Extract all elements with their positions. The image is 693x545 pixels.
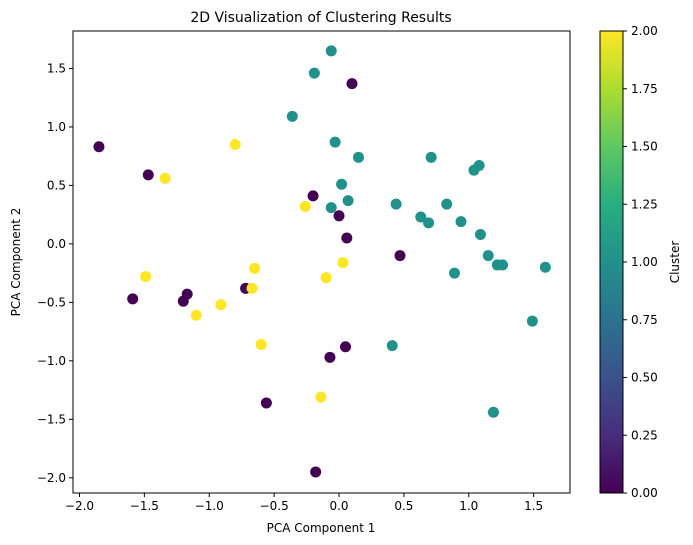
y-axis-label: PCA Component 2 [9,208,23,317]
data-point-cluster-1 [386,340,398,352]
x-tick-label: −1.5 [130,499,159,513]
y-tick-label: 0.0 [47,237,66,251]
colorbar-tick-label: 0.50 [631,371,658,385]
data-point-cluster-1 [390,198,402,210]
data-point-cluster-0 [394,250,406,262]
data-point-cluster-1 [449,267,461,279]
data-point-cluster-1 [286,110,298,122]
x-tick-label: 1.5 [524,499,543,513]
y-tick-label: −1.5 [37,412,66,426]
data-point-cluster-1 [441,198,453,210]
data-points [93,45,551,478]
data-point-cluster-0 [310,466,322,478]
data-point-cluster-1 [308,67,320,79]
data-point-cluster-1 [329,136,341,148]
data-point-cluster-2 [337,257,349,269]
colorbar-tick-label: 0.25 [631,428,658,442]
data-point-cluster-1 [342,195,354,207]
data-point-cluster-0 [341,232,353,244]
x-axis-ticks: −2.0 −1.5 −1.0 −0.5 0.0 0.5 1.0 1.5 [65,493,543,513]
colorbar-tick-label: 1.25 [631,197,658,211]
data-point-cluster-1 [497,259,509,271]
data-point-cluster-0 [127,293,139,305]
data-point-cluster-1 [423,217,435,229]
data-point-cluster-1 [487,406,499,418]
y-axis-ticks: −2.0 −1.5 −1.0 −0.5 0.0 0.5 1.0 1.5 [37,61,73,485]
data-point-cluster-1 [352,151,364,163]
x-tick-label: −0.5 [260,499,289,513]
data-point-cluster-1 [482,250,494,262]
data-point-cluster-1 [325,45,337,57]
data-point-cluster-2 [140,271,152,283]
y-tick-label: −0.5 [37,295,66,309]
colorbar [599,30,624,494]
data-point-cluster-2 [320,272,332,284]
data-point-cluster-2 [159,172,171,184]
data-point-cluster-1 [336,178,348,190]
colorbar-tick-label: 1.75 [631,82,658,96]
data-point-cluster-0 [93,141,105,153]
y-tick-label: 1.5 [47,61,66,75]
data-point-cluster-0 [340,341,352,353]
chart-title: 2D Visualization of Clustering Results [190,10,451,26]
y-tick-label: −2.0 [37,471,66,485]
data-point-cluster-1 [526,315,538,327]
data-point-cluster-2 [255,338,267,350]
data-point-cluster-2 [299,200,311,212]
data-point-cluster-2 [246,282,258,294]
x-tick-label: −1.0 [195,499,224,513]
data-point-cluster-2 [229,138,241,150]
data-point-cluster-0 [142,169,154,181]
colorbar-tick-label: 1.00 [631,255,658,269]
x-tick-label: −2.0 [65,499,94,513]
data-point-cluster-0 [181,288,193,300]
data-point-cluster-0 [307,190,319,202]
data-point-cluster-0 [260,397,272,409]
data-point-cluster-0 [346,78,358,90]
x-tick-label: 0.5 [394,499,413,513]
data-point-cluster-2 [215,299,227,311]
data-point-cluster-1 [425,151,437,163]
data-point-cluster-1 [415,211,427,223]
y-tick-label: −1.0 [37,354,66,368]
data-point-cluster-1 [325,202,337,214]
data-point-cluster-1 [539,261,551,273]
data-point-cluster-1 [474,229,486,241]
colorbar-tick-label: 2.00 [631,24,658,38]
data-point-cluster-2 [315,391,327,403]
plot-area [72,30,571,494]
data-point-cluster-1 [473,160,485,172]
x-tick-label: 0.0 [329,499,348,513]
colorbar-ticks: 0.00 0.25 0.50 0.75 1.00 1.25 1.50 1.75 2.00 [623,24,658,500]
data-point-cluster-2 [249,262,261,274]
data-point-cluster-0 [324,351,336,363]
x-axis-label: PCA Component 1 [267,521,376,535]
colorbar-label: Cluster [668,241,682,284]
data-point-cluster-0 [333,210,345,222]
colorbar-tick-label: 0.00 [631,486,658,500]
x-tick-label: 1.0 [459,499,478,513]
colorbar-tick-label: 1.50 [631,140,658,154]
y-tick-label: 1.0 [47,120,66,134]
colorbar-tick-label: 0.75 [631,313,658,327]
y-tick-label: 0.5 [47,178,66,192]
data-point-cluster-2 [190,309,202,321]
data-point-cluster-1 [455,216,467,228]
